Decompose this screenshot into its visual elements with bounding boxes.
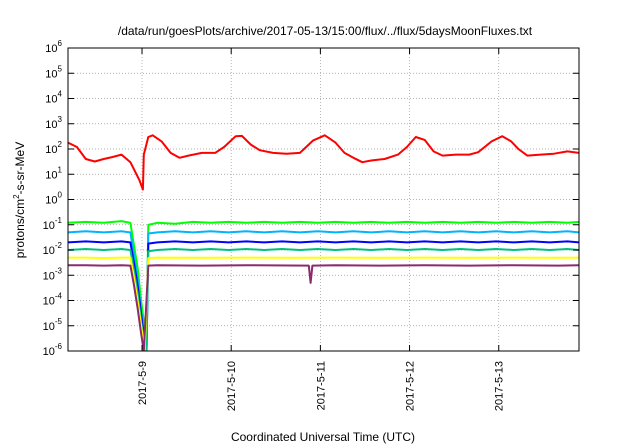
y-tick-label: 10-2 — [43, 241, 63, 257]
series-line-1 — [68, 134, 579, 191]
axis-ticks — [68, 47, 579, 352]
series-line-4 — [68, 240, 579, 351]
x-axis-title: Coordinated Universal Time (UTC) — [231, 430, 415, 444]
x-tick-label: 2017-5-10 — [226, 361, 238, 411]
y-axis-title-pre: protons/cm — [13, 199, 27, 258]
y-axis-title-sup: 2 — [12, 194, 21, 199]
series-line-7 — [68, 264, 579, 351]
y-tick-labels: 10-6 10-5 10-4 10-3 10-2 10-1 100 101 102 103 104 1… — [43, 39, 63, 358]
y-tick-label: 106 — [45, 39, 62, 55]
x-tick-label: 2017-5-12 — [405, 361, 417, 411]
series-lines — [68, 134, 579, 351]
y-tick-label: 10-6 — [43, 342, 63, 358]
x-tick-labels: 2017-5-9 2017-5-10 2017-5-11 2017-5-12 2017-… — [137, 361, 506, 411]
x-tick-label: 2017-5-11 — [315, 361, 327, 410]
y-tick-label: 10-1 — [43, 216, 63, 232]
y-tick-label: 103 — [45, 115, 62, 131]
y-axis-title: protons/cm2-s-sr-MeV — [12, 142, 27, 258]
y-tick-label: 10-4 — [43, 292, 63, 308]
y-tick-label: 101 — [45, 165, 62, 181]
y-tick-label: 102 — [45, 140, 62, 156]
y-tick-label: 105 — [45, 64, 62, 80]
series-line-5 — [68, 248, 579, 351]
y-tick-label: 10-3 — [43, 266, 63, 282]
chart-title: /data/run/goesPlots/archive/2017-05-13/1… — [118, 24, 533, 38]
x-tick-label: 2017-5-9 — [137, 361, 149, 405]
series-line-6 — [68, 256, 579, 351]
y-axis-title-post: -s-sr-MeV — [13, 142, 27, 195]
y-tick-label: 100 — [45, 191, 62, 207]
series-line-3 — [68, 230, 579, 351]
x-tick-label: 2017-5-13 — [494, 361, 506, 411]
y-tick-label: 104 — [45, 90, 62, 106]
y-tick-label: 10-5 — [43, 317, 63, 333]
grid-lines — [68, 48, 579, 351]
series-line-2 — [68, 220, 579, 351]
